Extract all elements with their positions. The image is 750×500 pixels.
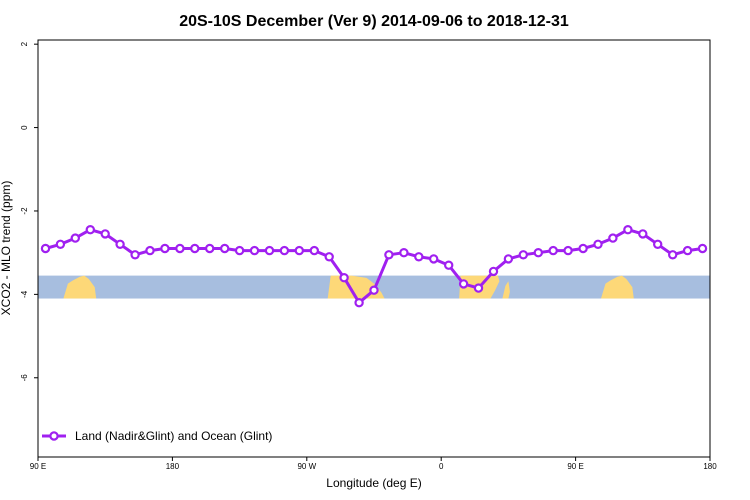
data-point — [593, 239, 603, 249]
data-point — [384, 250, 394, 260]
y-tick-label: -4 — [20, 290, 29, 298]
data-point — [399, 247, 409, 258]
data-point — [249, 245, 260, 256]
y-tick-label: 0 — [20, 125, 29, 130]
data-point — [40, 243, 51, 254]
data-point — [623, 224, 633, 235]
data-point — [533, 247, 544, 258]
land-australia-1 — [63, 275, 97, 299]
data-point — [160, 243, 170, 254]
y-tick-label: -6 — [20, 374, 29, 382]
data-point — [234, 245, 245, 256]
data-point — [608, 233, 618, 243]
x-tick-label: 90 E — [30, 462, 46, 471]
x-tick-label: 90 W — [297, 462, 316, 471]
series-layer — [40, 224, 708, 308]
data-point — [324, 252, 334, 262]
x-tick-label: 180 — [703, 462, 717, 471]
data-point — [55, 239, 66, 249]
data-point — [204, 243, 215, 254]
data-point — [444, 260, 454, 270]
data-point — [414, 252, 424, 262]
x-tick-label: 0 — [439, 462, 444, 471]
x-tick-label: 90 E — [567, 462, 583, 471]
data-point — [354, 298, 364, 308]
y-tick-label: 2 — [20, 41, 29, 46]
data-point — [668, 250, 678, 260]
data-point — [653, 239, 663, 249]
data-point — [518, 250, 529, 260]
plot-frame — [37, 39, 711, 458]
data-point — [488, 266, 499, 277]
data-point — [190, 243, 200, 254]
data-point — [309, 245, 319, 256]
data-point — [339, 273, 349, 283]
data-point — [458, 279, 469, 289]
data-point — [563, 245, 573, 256]
legend-marker — [49, 431, 59, 441]
data-point — [85, 224, 96, 235]
data-point — [219, 243, 230, 254]
data-point — [100, 229, 110, 239]
y-tick-label: -2 — [20, 207, 29, 215]
x-axis: 90 E 180 90 W 0 90 E 180 — [30, 457, 717, 471]
data-point — [548, 245, 558, 256]
data-point — [697, 243, 708, 254]
data-point — [682, 245, 693, 256]
data-point — [115, 239, 125, 249]
land-madagascar — [502, 281, 510, 299]
legend-label: Land (Nadir&Glint) and Ocean (Glint) — [75, 429, 272, 443]
y-axis: 2 0 -2 -4 -6 — [20, 41, 38, 381]
chart-title: 20S-10S December (Ver 9) 2014-09-06 to 2… — [179, 13, 569, 30]
data-point — [264, 245, 275, 256]
data-point — [279, 245, 290, 256]
data-point — [429, 254, 439, 264]
x-axis-label: Longitude (deg E) — [326, 476, 421, 490]
data-point — [130, 250, 140, 260]
legend: Land (Nadir&Glint) and Ocean (Glint) — [42, 429, 272, 443]
data-point — [369, 285, 379, 295]
data-point — [70, 233, 81, 243]
data-point — [294, 245, 304, 256]
data-point — [175, 243, 185, 254]
data-point — [145, 245, 155, 256]
data-point — [578, 243, 588, 254]
x-tick-label: 180 — [166, 462, 180, 471]
land-australia-2 — [601, 275, 634, 299]
data-point — [638, 229, 648, 239]
data-point — [503, 254, 514, 264]
data-point — [473, 283, 484, 293]
y-axis-label: XCO2 - MLO trend (ppm) — [0, 181, 13, 316]
